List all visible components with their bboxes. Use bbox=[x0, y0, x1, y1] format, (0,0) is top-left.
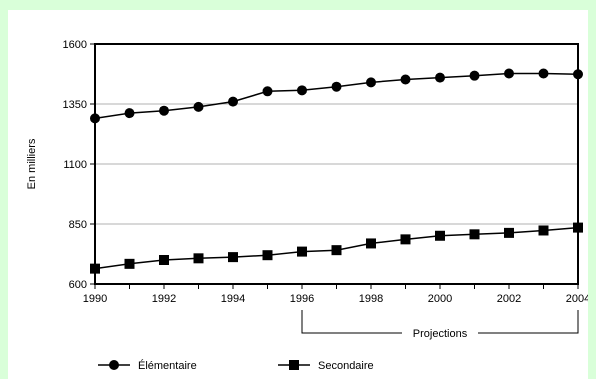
y-tick-label-850: 850 bbox=[69, 219, 87, 231]
x-tick-label-1992: 1992 bbox=[152, 293, 176, 305]
point-1-1993 bbox=[193, 253, 204, 264]
projections-bracket-left bbox=[301, 310, 402, 334]
point-1-1997 bbox=[331, 245, 342, 256]
point-1-1996 bbox=[297, 246, 307, 257]
chart-panel: 600 850 1100 1350 1600 1990 1992 1994 1996 1998 20… bbox=[8, 10, 588, 379]
point-0-1997 bbox=[331, 81, 342, 92]
y-tick-label-1100: 1100 bbox=[63, 159, 87, 171]
point-0-2002 bbox=[504, 68, 514, 79]
point-0-1999 bbox=[400, 74, 411, 85]
y-tick-label-1600: 1600 bbox=[63, 39, 87, 51]
gridlines bbox=[95, 103, 578, 225]
point-0-1996 bbox=[297, 85, 307, 96]
x-tick-label-1994: 1994 bbox=[221, 293, 245, 305]
point-1-2000 bbox=[435, 230, 445, 241]
point-0-1993 bbox=[193, 101, 204, 112]
legend: Élémentaire Secondaire bbox=[98, 359, 374, 372]
legend-marker-circle-icon bbox=[109, 360, 119, 370]
point-0-2001 bbox=[469, 70, 480, 81]
point-0-1994 bbox=[228, 96, 238, 107]
legend-marker-square-icon bbox=[289, 360, 299, 370]
point-0-2000 bbox=[435, 72, 445, 83]
point-0-1995 bbox=[262, 86, 273, 97]
point-1-2001 bbox=[469, 229, 480, 240]
x-tick-label-2004: 2004 bbox=[566, 293, 588, 305]
point-1-1998 bbox=[366, 238, 376, 249]
y-tick-label-600: 600 bbox=[69, 279, 87, 291]
x-tick-label-2002: 2002 bbox=[497, 293, 521, 305]
point-1-1994 bbox=[228, 252, 238, 263]
legend-label-secondaire: Secondaire bbox=[318, 360, 374, 372]
x-tick-label-1996: 1996 bbox=[290, 293, 314, 305]
x-tick-label-1990: 1990 bbox=[83, 293, 107, 305]
point-1-2003 bbox=[538, 225, 549, 236]
point-0-1991 bbox=[124, 108, 135, 119]
axis-ticks: 600 850 1100 1350 1600 1990 1992 1994 1996 1998 20… bbox=[63, 39, 588, 305]
y-axis-title: En milliers bbox=[26, 138, 38, 189]
point-1-2002 bbox=[504, 227, 514, 238]
series-group bbox=[90, 68, 583, 274]
legend-item-elementaire: Élémentaire bbox=[98, 359, 197, 372]
y-tick-label-1350: 1350 bbox=[63, 99, 87, 111]
point-1-1992 bbox=[159, 255, 169, 265]
projections-label: Projections bbox=[413, 328, 468, 340]
point-1-1995 bbox=[262, 250, 273, 261]
point-1-1991 bbox=[124, 258, 135, 269]
legend-label-elementaire: Élémentaire bbox=[138, 359, 197, 372]
line-chart: 600 850 1100 1350 1600 1990 1992 1994 1996 1998 20… bbox=[26, 39, 588, 372]
x-tick-label-2000: 2000 bbox=[428, 293, 452, 305]
point-0-2003 bbox=[538, 68, 549, 79]
point-0-1998 bbox=[366, 77, 376, 88]
point-0-1992 bbox=[159, 105, 169, 116]
x-tick-label-1998: 1998 bbox=[359, 293, 383, 305]
projections-annotation: Projections bbox=[301, 310, 579, 340]
point-1-1999 bbox=[400, 234, 411, 245]
projections-bracket-right bbox=[478, 310, 579, 334]
legend-item-secondaire: Secondaire bbox=[278, 360, 374, 372]
